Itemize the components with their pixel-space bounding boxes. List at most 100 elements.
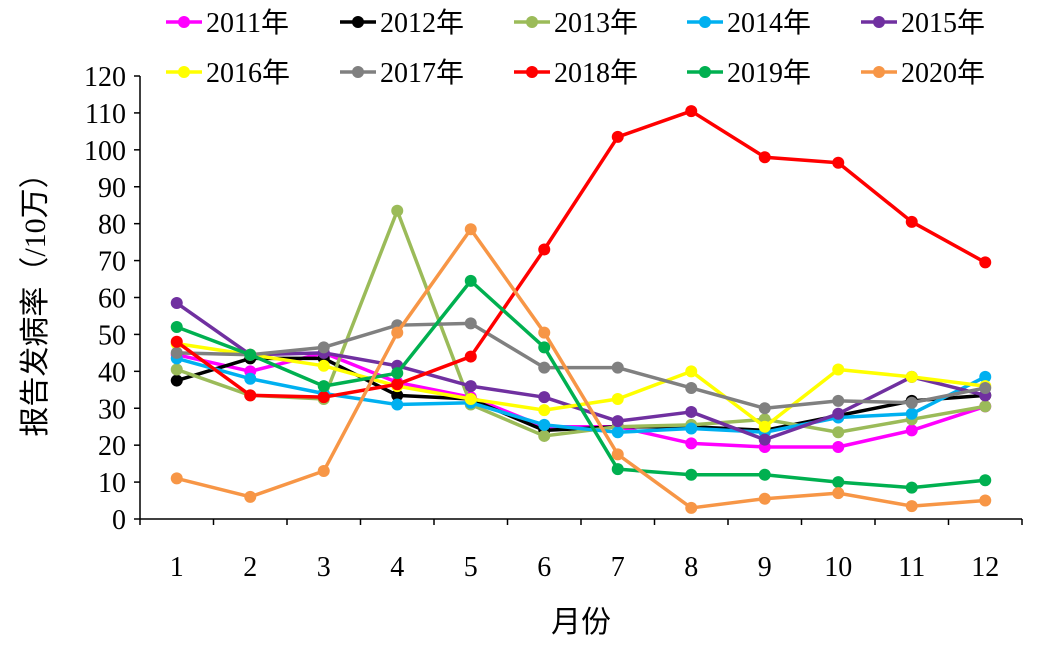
data-point xyxy=(538,429,551,442)
y-tick-label: 20 xyxy=(98,431,126,462)
data-point xyxy=(758,433,771,446)
y-tick-label: 70 xyxy=(98,247,126,278)
x-tick-label: 7 xyxy=(611,552,625,583)
series-line xyxy=(176,227,986,510)
data-point xyxy=(832,487,845,500)
data-point xyxy=(244,389,257,402)
legend-item: 2014年 xyxy=(687,7,811,39)
data-point xyxy=(685,437,698,450)
legend-item: 2011年 xyxy=(166,7,289,39)
series-line xyxy=(176,356,987,434)
legend-label: 2011年 xyxy=(206,7,289,39)
series-lines xyxy=(170,105,992,514)
y-tick-label: 60 xyxy=(98,284,126,315)
data-point xyxy=(685,501,698,514)
data-point xyxy=(317,380,330,393)
legend-item: 2012年 xyxy=(340,7,464,39)
y-tick-label: 40 xyxy=(98,357,126,388)
data-point xyxy=(832,156,845,169)
data-point xyxy=(170,374,183,387)
x-tick-label: 6 xyxy=(537,552,551,583)
legend-swatch-marker xyxy=(873,66,885,78)
series-2019年 xyxy=(170,274,992,494)
data-point xyxy=(832,441,845,454)
x-tick-label: 8 xyxy=(684,552,698,583)
data-point xyxy=(979,494,992,507)
legend-label: 2015年 xyxy=(901,7,985,39)
data-point xyxy=(832,394,845,407)
data-point xyxy=(611,393,624,406)
y-tick-label: 50 xyxy=(98,320,126,351)
data-point xyxy=(611,463,624,476)
data-point xyxy=(464,350,477,363)
series-line xyxy=(176,321,986,410)
data-point xyxy=(611,415,624,428)
legend-item: 2020年 xyxy=(861,57,985,89)
data-point xyxy=(538,391,551,404)
data-point xyxy=(391,389,404,402)
data-point xyxy=(464,274,477,287)
legend-item: 2015年 xyxy=(861,7,985,39)
data-point xyxy=(758,420,771,433)
data-point xyxy=(979,370,992,383)
legend-label: 2014年 xyxy=(727,7,811,39)
series-line xyxy=(175,109,987,399)
y-tick-label: 90 xyxy=(98,173,126,204)
legend-swatch-marker xyxy=(178,16,190,28)
data-point xyxy=(905,407,918,420)
series-2018年 xyxy=(170,105,992,404)
data-point xyxy=(905,396,918,409)
y-tick-label: 30 xyxy=(98,394,126,425)
legend-label: 2016年 xyxy=(206,57,290,89)
legend-swatch-marker xyxy=(526,66,538,78)
data-point xyxy=(758,492,771,505)
data-point xyxy=(538,341,551,354)
data-point xyxy=(611,361,624,374)
data-point xyxy=(685,365,698,378)
legend-item: 2018年 xyxy=(514,57,638,89)
data-point xyxy=(170,346,183,359)
data-point xyxy=(538,404,551,417)
data-point xyxy=(905,481,918,494)
x-tick-label: 3 xyxy=(317,552,331,583)
x-tick-label: 12 xyxy=(971,552,999,583)
y-tick-label: 120 xyxy=(84,62,126,93)
data-point xyxy=(758,151,771,164)
data-point xyxy=(611,426,624,439)
data-point xyxy=(244,490,257,503)
data-point xyxy=(832,426,845,439)
data-point xyxy=(317,341,330,354)
data-point xyxy=(832,476,845,489)
legend-item: 2019年 xyxy=(687,57,811,89)
series-line xyxy=(176,341,986,429)
x-tick-label: 11 xyxy=(898,552,925,583)
legend-label: 2019年 xyxy=(727,57,811,89)
data-point xyxy=(244,372,257,385)
x-tick-label: 4 xyxy=(390,552,404,583)
data-point xyxy=(685,422,698,435)
data-point xyxy=(979,474,992,487)
legend-swatch-marker xyxy=(873,16,885,28)
data-point xyxy=(170,297,183,310)
x-tick-label: 2 xyxy=(243,552,257,583)
data-point xyxy=(170,335,183,348)
data-point xyxy=(464,393,477,406)
data-point xyxy=(758,402,771,415)
y-tick-label: 0 xyxy=(112,505,126,536)
data-point xyxy=(170,321,183,334)
data-point xyxy=(317,465,330,478)
data-point xyxy=(538,326,551,339)
data-point xyxy=(905,500,918,513)
legend-label: 2012年 xyxy=(380,7,464,39)
data-point xyxy=(538,243,551,256)
data-point xyxy=(391,204,404,217)
data-point xyxy=(464,317,477,330)
series-line xyxy=(176,279,986,490)
y-tick-label: 80 xyxy=(98,210,126,241)
data-point xyxy=(538,418,551,431)
data-point xyxy=(832,363,845,376)
data-point xyxy=(979,400,992,413)
data-point xyxy=(905,215,918,228)
